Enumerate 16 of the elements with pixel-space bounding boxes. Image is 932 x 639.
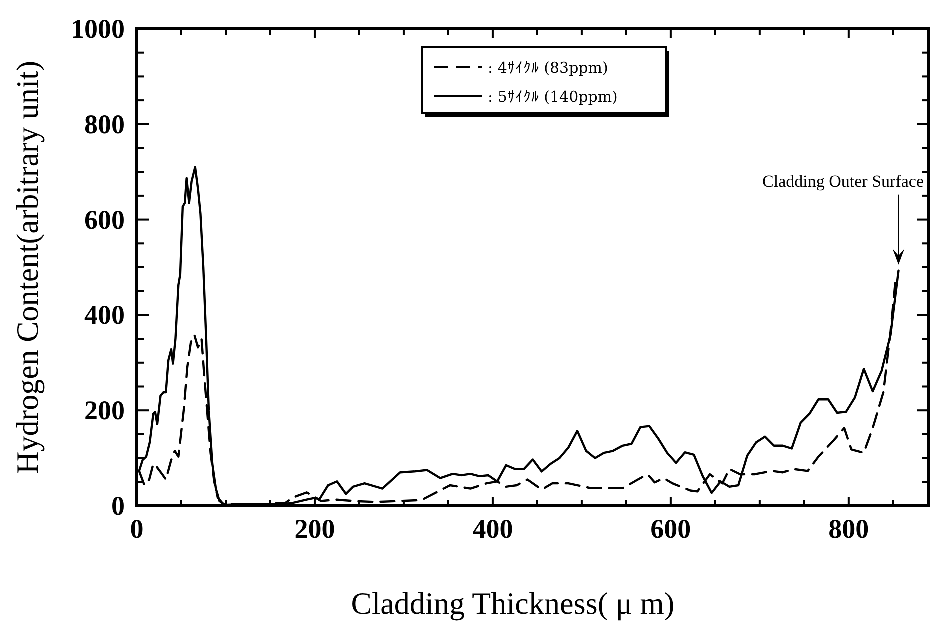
y-axis-title: Hydrogen Content(arbitrary unit) bbox=[10, 60, 45, 474]
legend-label: : 4ｻｲｸﾙ (83ppm) bbox=[488, 59, 608, 77]
x-axis-title: Cladding Thickness( μ m) bbox=[351, 586, 675, 621]
y-tick-label: 800 bbox=[84, 109, 125, 140]
y-tick-label: 200 bbox=[84, 396, 125, 426]
y-tick-label: 0 bbox=[112, 491, 125, 521]
x-tick-label: 400 bbox=[472, 514, 514, 544]
annotation: Cladding Outer Surface bbox=[762, 172, 924, 191]
y-tick-label: 600 bbox=[84, 204, 125, 235]
x-tick-label: 200 bbox=[294, 514, 336, 544]
legend-label: : 5ｻｲｸﾙ (140ppm) bbox=[488, 88, 618, 106]
x-tick-label: 800 bbox=[828, 514, 870, 544]
x-tick-label: 600 bbox=[650, 514, 692, 544]
y-tick-label: 1000 bbox=[71, 14, 125, 44]
y-tick-label: 400 bbox=[84, 300, 125, 330]
x-tick-label: 0 bbox=[130, 514, 144, 544]
